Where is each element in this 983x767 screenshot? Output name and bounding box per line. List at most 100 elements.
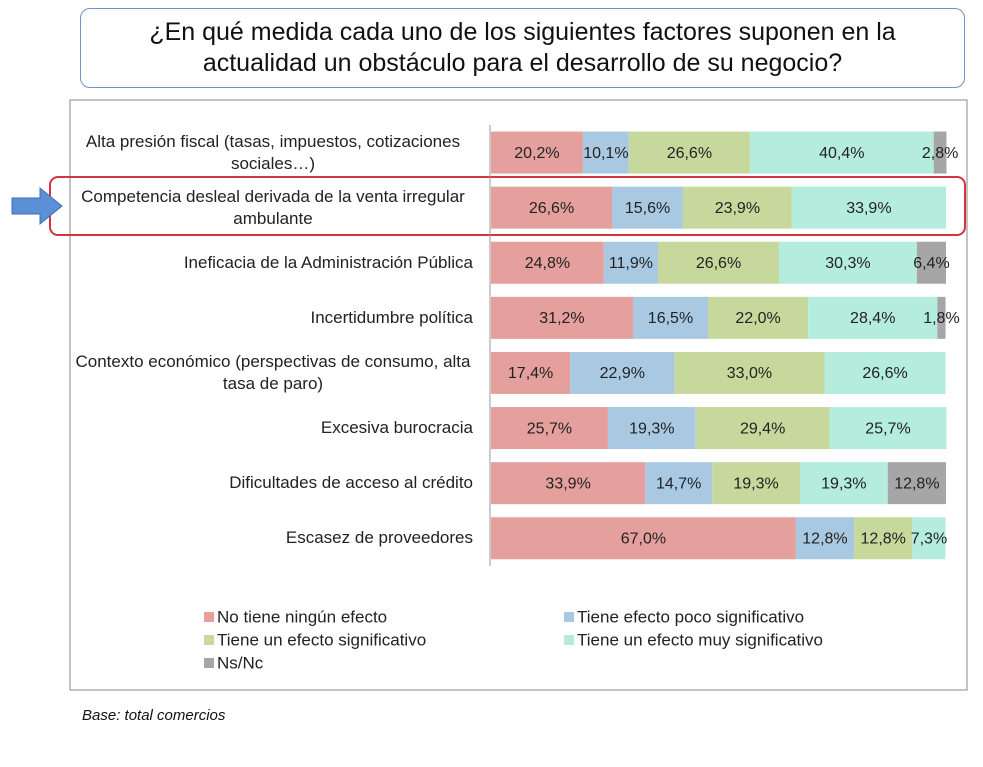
value-label: 12,8% xyxy=(894,475,939,492)
category-text: Dificultades de acceso al crédito xyxy=(229,473,473,493)
chart-title: ¿En qué medida cada uno de los siguiente… xyxy=(80,8,965,88)
value-label: 19,3% xyxy=(629,420,674,437)
bar-segment xyxy=(645,462,713,505)
bar-segment xyxy=(937,296,946,339)
value-label: 11,9% xyxy=(609,255,653,272)
category-label: Competencia desleal derivada de la venta… xyxy=(70,183,473,233)
value-label: 12,8% xyxy=(802,530,847,547)
value-label: 12,8% xyxy=(861,530,906,547)
value-label: 26,6% xyxy=(862,365,907,382)
bar-segment xyxy=(674,351,825,394)
footnote: Base: total comercios xyxy=(82,707,226,724)
category-label: Ineficacia de la Administración Pública xyxy=(70,238,473,288)
legend-label: Tiene un efecto muy significativo xyxy=(577,630,823,649)
bar-segment xyxy=(570,351,675,394)
value-label: 10,1% xyxy=(583,145,628,162)
bar-segment xyxy=(683,186,792,229)
value-label: 7,3% xyxy=(911,530,947,547)
bar-segment xyxy=(607,407,696,450)
bar-segment xyxy=(603,241,658,284)
legend-label: Tiene efecto poco significativo xyxy=(577,607,804,626)
value-label: 30,3% xyxy=(825,255,870,272)
value-label: 19,3% xyxy=(821,475,866,492)
legend-swatch xyxy=(204,658,214,668)
category-label: Contexto económico (perspectivas de cons… xyxy=(70,348,473,398)
bar-segment xyxy=(712,462,800,505)
bar-segment xyxy=(854,517,913,560)
legend-swatch xyxy=(204,635,214,645)
legend-label: Ns/Nc xyxy=(217,653,264,672)
value-label: 1,8% xyxy=(923,310,959,327)
legend-label: No tiene ningún efecto xyxy=(217,607,387,626)
bar-segment xyxy=(779,241,917,284)
category-label: Escasez de proveedores xyxy=(70,513,473,563)
bar-segment xyxy=(749,131,934,174)
bar-segment xyxy=(491,186,613,229)
category-text: Escasez de proveedores xyxy=(285,528,473,548)
value-label: 22,9% xyxy=(600,365,645,382)
legend-label: Tiene un efecto significativo xyxy=(217,630,426,649)
bar-segment xyxy=(657,241,780,284)
value-label: 23,9% xyxy=(715,200,760,217)
bar-segment xyxy=(795,517,855,560)
value-label: 17,4% xyxy=(508,365,553,382)
value-label: 26,6% xyxy=(696,255,741,272)
category-label: Incertidumbre política xyxy=(70,293,473,343)
value-label: 24,8% xyxy=(525,255,570,272)
bar-segment xyxy=(933,131,947,174)
value-label: 15,6% xyxy=(625,200,670,217)
value-label: 25,7% xyxy=(527,420,572,437)
category-text: Excesiva burocracia xyxy=(320,418,473,438)
value-label: 33,9% xyxy=(545,475,590,492)
bar-segment xyxy=(808,296,938,339)
value-label: 31,2% xyxy=(539,310,584,327)
bar-segment xyxy=(916,241,946,284)
bar-segment xyxy=(491,131,583,174)
value-label: 14,7% xyxy=(656,475,701,492)
bar-segment xyxy=(491,296,633,339)
bar-segment xyxy=(829,407,947,450)
bar-segment xyxy=(491,407,608,450)
value-label: 67,0% xyxy=(621,530,666,547)
category-text: Alta presión fiscal (tasas, impuestos, c… xyxy=(85,131,461,173)
category-text: Contexto económico (perspectivas de cons… xyxy=(75,351,471,393)
bar-segment xyxy=(582,131,629,174)
legend-swatch xyxy=(564,612,574,622)
bar-segment xyxy=(912,517,946,560)
value-label: 22,0% xyxy=(735,310,780,327)
bar-segment xyxy=(632,296,709,339)
bar-segment xyxy=(491,462,646,505)
category-label: Dificultades de acceso al crédito xyxy=(70,458,473,508)
bar-segment xyxy=(491,241,604,284)
value-label: 33,0% xyxy=(727,365,772,382)
category-label: Excesiva burocracia xyxy=(70,403,473,453)
category-text: Incertidumbre política xyxy=(310,307,473,327)
value-label: 26,6% xyxy=(529,200,574,217)
value-label: 33,9% xyxy=(846,200,891,217)
value-label: 19,3% xyxy=(733,475,778,492)
bar-segment xyxy=(708,296,809,339)
value-label: 2,8% xyxy=(922,145,958,162)
chart-frame xyxy=(69,99,968,691)
bar-segment xyxy=(695,407,830,450)
bar-segment xyxy=(824,351,946,394)
bar-segment xyxy=(887,462,946,505)
legend-swatch xyxy=(564,635,574,645)
value-label: 25,7% xyxy=(865,420,910,437)
bar-segment xyxy=(791,186,946,229)
category-label: Alta presión fiscal (tasas, impuestos, c… xyxy=(70,128,473,178)
value-label: 20,2% xyxy=(514,145,559,162)
bar-segment xyxy=(612,186,684,229)
value-label: 26,6% xyxy=(667,145,712,162)
category-text: Competencia desleal derivada de la venta… xyxy=(81,186,465,228)
value-label: 40,4% xyxy=(819,145,864,162)
value-label: 28,4% xyxy=(850,310,895,327)
bar-segment xyxy=(491,517,796,560)
bar-segment xyxy=(491,351,571,394)
value-label: 16,5% xyxy=(648,310,693,327)
bar-segment xyxy=(628,131,750,174)
value-label: 29,4% xyxy=(740,420,785,437)
legend-swatch xyxy=(204,612,214,622)
